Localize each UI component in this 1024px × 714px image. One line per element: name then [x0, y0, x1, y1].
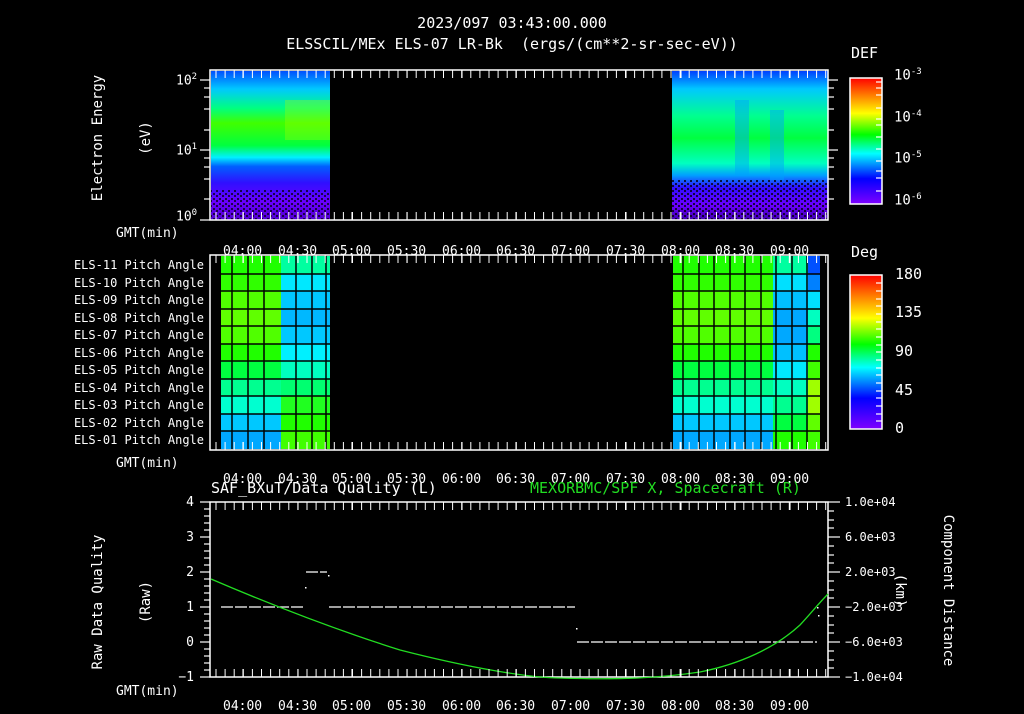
def-colorbar-title: DEF [851, 44, 879, 62]
time-axis-ticks-1: 04:00 04:30 05:00 05:30 06:00 06:30 07:00 07:30… [223, 244, 810, 259]
deg-colorbar-tick: 90 [895, 342, 914, 360]
deg-colorbar-title: Deg [851, 243, 879, 261]
row-label: ELS-04 Pitch Angle [73, 380, 204, 395]
def-colorbar-tick: 10-3 [894, 67, 922, 84]
deg-colorbar-tick: 180 [895, 265, 923, 283]
quality-ytick: 2 [186, 565, 194, 580]
quality-ytick: 4 [186, 495, 194, 510]
distance-ytick: 6.0e+03 [845, 530, 896, 544]
energy-ytick-100: 102 [176, 72, 198, 89]
quality-ytick: 0 [186, 635, 194, 650]
energy-ytick-10: 101 [176, 142, 198, 159]
row-label: ELS-02 Pitch Angle [73, 415, 204, 430]
distance-ytick: −2.0e+03 [845, 600, 903, 614]
distance-ytick: −6.0e+03 [845, 635, 903, 649]
quality-ylabel-line1: Raw Data Quality [90, 534, 106, 670]
row-label: ELS-07 Pitch Angle [73, 328, 204, 342]
distance-ytick: 2.0e+03 [845, 565, 896, 579]
deg-colorbar-tick: 0 [895, 419, 905, 437]
time-axis-ticks-3: 04:00 04:30 05:00 05:30 06:00 06:30 07:00 07:30… [223, 699, 810, 714]
time-axis-label-3: GMT(min) [116, 684, 179, 699]
energy-ytick-1: 100 [176, 208, 198, 225]
energy-ylabel: Electron Energy (eV) [58, 68, 170, 208]
time-axis-label-1: GMT(min) [116, 226, 179, 241]
spf-x-title: MEXORBMC/SPF X, Spacecraft (R) [530, 479, 801, 497]
plot-title: ELSSCIL/MEx ELS-07 LR-Bk (ergs/(cm**2-sr… [286, 35, 738, 53]
data-quality-title: SAF_BXuT/Data Quality (L) [211, 479, 437, 497]
energy-ylabel-line1: Electron Energy [90, 74, 106, 202]
row-label: ELS-05 Pitch Angle [73, 363, 204, 377]
row-label: ELS-08 Pitch Angle [73, 310, 204, 325]
def-colorbar-tick: 10-6 [894, 192, 922, 209]
plot-timestamp: 2023/097 03:43:00.000 [417, 14, 607, 32]
data-quality-series [221, 571, 817, 643]
row-label: ELS-01 Pitch Angle [73, 433, 204, 447]
spf-x-series [210, 578, 829, 680]
deg-colorbar-tick: 45 [895, 381, 914, 399]
row-label: ELS-03 Pitch Angle [73, 398, 204, 412]
quality-ytick: 1 [186, 600, 194, 615]
distance-ytick: −1.0e+04 [845, 670, 903, 684]
energy-ylabel-line2: (eV) [138, 121, 154, 155]
row-label: ELS-11 Pitch Angle [73, 258, 204, 272]
distance-ytick: 1.0e+04 [845, 495, 896, 509]
energy-spectrogram [211, 71, 828, 220]
pitch-angle-row-labels: ELS-11 Pitch Angle ELS-10 Pitch Angle EL… [50, 257, 204, 450]
pitch-angle-grid [221, 256, 820, 449]
distance-ylabel-line1: Component Distance [940, 514, 956, 667]
row-label: ELS-09 Pitch Angle [73, 293, 204, 307]
distance-ylabel-line2: (km) [892, 573, 908, 608]
def-colorbar-tick: 10-5 [894, 150, 922, 167]
distance-ylabel: Component Distance (km) [876, 503, 988, 678]
def-colorbar-tick: 10-4 [894, 109, 922, 126]
quality-ylabel: Raw Data Quality (Raw) [58, 512, 170, 692]
row-label: ELS-06 Pitch Angle [73, 345, 204, 360]
def-colorbar [849, 77, 883, 205]
deg-colorbar-tick: 135 [895, 303, 923, 321]
time-axis-ticks-2: 04:00 04:30 05:00 05:30 06:00 06:30 07:00 07:30… [223, 472, 810, 487]
row-label: ELS-10 Pitch Angle [73, 275, 204, 290]
quality-ylabel-line2: (Raw) [138, 580, 154, 624]
quality-ytick: −1 [178, 670, 194, 685]
time-axis-label-2: GMT(min) [116, 456, 179, 471]
quality-ytick: 3 [186, 530, 194, 545]
